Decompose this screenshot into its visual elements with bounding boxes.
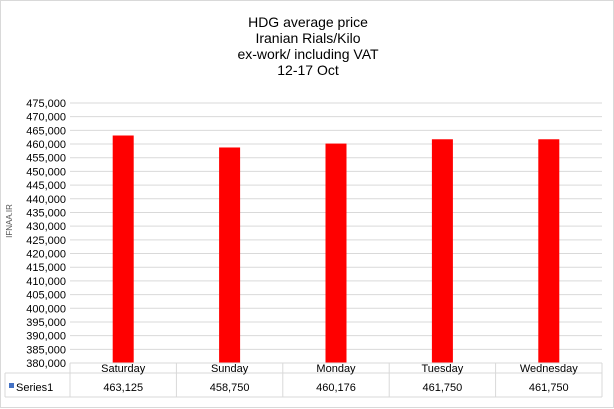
y-tick-label: 385,000 bbox=[26, 344, 66, 356]
x-category-label: Monday bbox=[316, 363, 356, 375]
y-tick-label: 475,000 bbox=[26, 98, 66, 110]
y-tick-label: 470,000 bbox=[26, 112, 66, 124]
bar-saturday bbox=[112, 135, 134, 363]
y-tick-label: 415,000 bbox=[26, 262, 66, 274]
bar-sunday bbox=[219, 147, 241, 363]
y-tick-label: 410,000 bbox=[26, 276, 66, 288]
table-value: 461,750 bbox=[529, 382, 569, 394]
legend-key bbox=[9, 383, 14, 388]
y-tick-label: 445,000 bbox=[26, 180, 66, 192]
y-tick-label: 440,000 bbox=[26, 194, 66, 206]
x-category-label: Wednesday bbox=[520, 363, 578, 375]
data-table: Saturday 463,125 Sunday 458,750 Monday 460,17… bbox=[4, 362, 603, 398]
table-value: 461,750 bbox=[423, 382, 463, 394]
chart-title-line-3: ex-work/ including VAT bbox=[237, 46, 379, 62]
x-category-label: Tuesday bbox=[422, 363, 464, 375]
chart-title: HDG average price Iranian Rials/Kilo ex-… bbox=[237, 14, 379, 78]
y-tick-label: 425,000 bbox=[26, 235, 66, 247]
y-tick-label: 395,000 bbox=[26, 317, 66, 329]
watermark-text: IFNAA.IR bbox=[5, 204, 14, 238]
y-tick-label: 390,000 bbox=[26, 331, 66, 343]
y-tick-label: 450,000 bbox=[26, 166, 66, 178]
y-tick-label: 435,000 bbox=[26, 207, 66, 219]
x-category-label: Sunday bbox=[211, 363, 249, 375]
bar-monday bbox=[325, 143, 347, 363]
bar-wednesday bbox=[538, 139, 560, 363]
bars bbox=[112, 135, 560, 363]
table-value: 460,176 bbox=[316, 382, 356, 394]
bar-tuesday bbox=[431, 139, 453, 363]
y-tick-label: 405,000 bbox=[26, 290, 66, 302]
chart-title-line-2: Iranian Rials/Kilo bbox=[255, 30, 360, 46]
y-tick-label: 400,000 bbox=[26, 303, 66, 315]
y-tick-label: 460,000 bbox=[26, 139, 66, 151]
table-value: 463,125 bbox=[103, 382, 143, 394]
chart-title-line-4: 12-17 Oct bbox=[277, 62, 339, 78]
y-tick-label: 465,000 bbox=[26, 125, 66, 137]
y-tick-label: 430,000 bbox=[26, 221, 66, 233]
y-tick-label: 455,000 bbox=[26, 153, 66, 165]
table-value: 458,750 bbox=[210, 382, 250, 394]
y-tick-label: 420,000 bbox=[26, 249, 66, 261]
legend-series-name: Series1 bbox=[16, 382, 53, 394]
y-tick-label: 380,000 bbox=[26, 358, 66, 370]
chart-title-line-1: HDG average price bbox=[248, 14, 368, 30]
x-category-label: Saturday bbox=[101, 363, 146, 375]
